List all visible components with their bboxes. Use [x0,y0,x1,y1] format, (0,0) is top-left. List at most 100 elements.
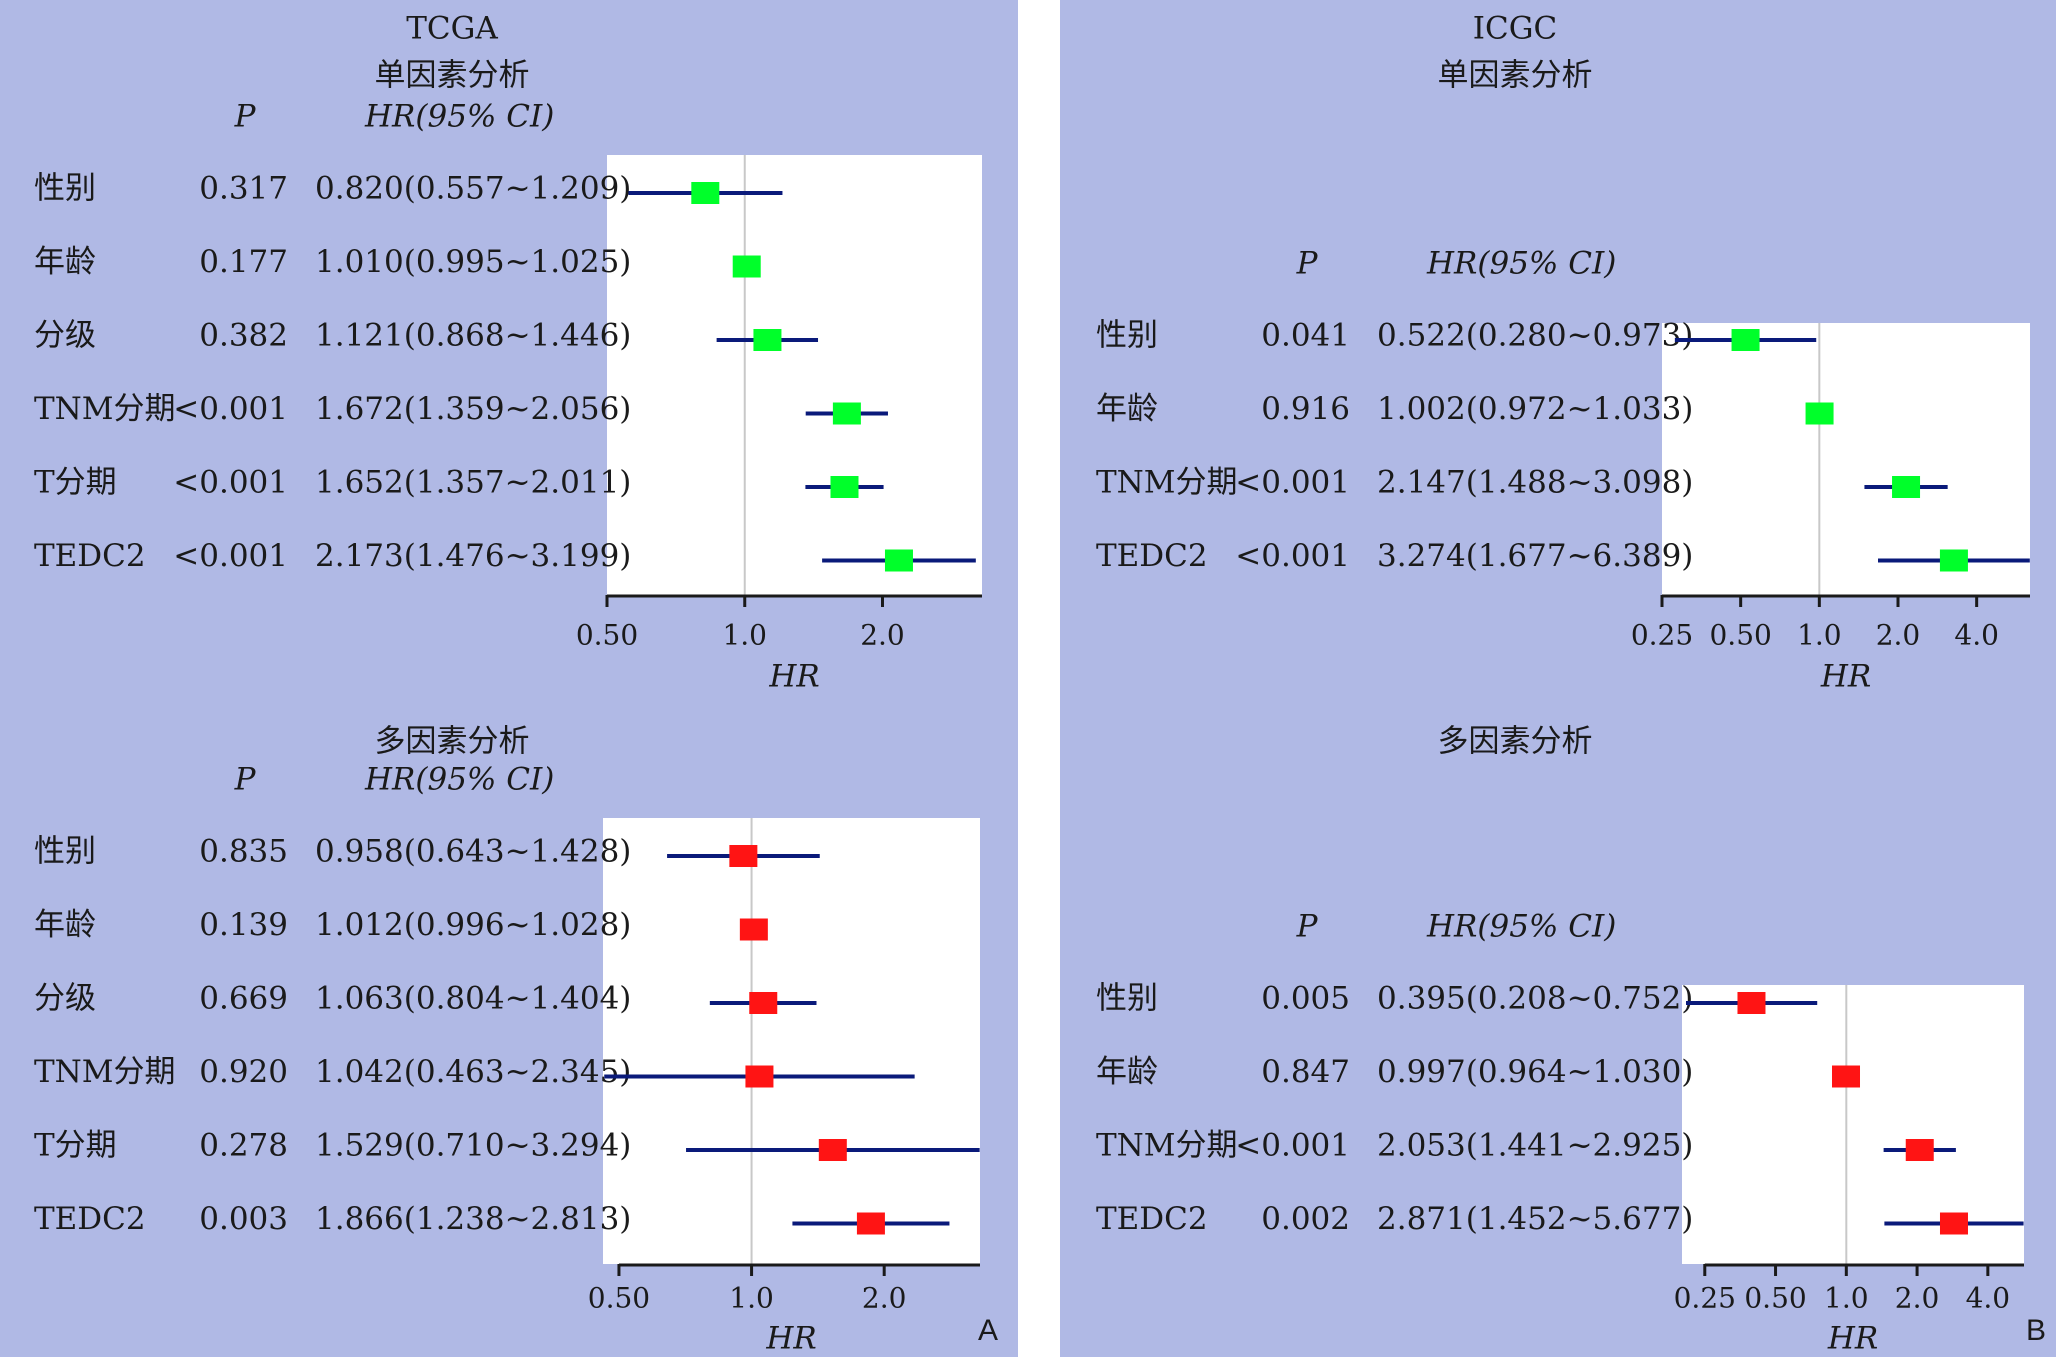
hr-marker [830,476,859,498]
x-tick-label: 0.50 [576,619,638,652]
variable-label: 年龄 [1096,391,1158,427]
p-column-header: P [234,99,257,135]
forest-row: 分级 0.382 1.121(0.868~1.446) [34,318,819,354]
hr-ci-text: 2.147(1.488~3.098) [1377,465,1693,501]
hr-column-header: HR(95% CI) [364,762,554,798]
forest-row: 性别 0.835 0.958(0.643~1.428) [34,834,820,870]
forest-row: 性别 0.317 0.820(0.557~1.209) [34,171,783,207]
p-value: <0.001 [173,538,288,574]
forest-row: TNM分期 0.920 1.042(0.463~2.345) [34,1054,915,1090]
forest-row: 性别 0.005 0.395(0.208~0.752) [1096,981,1818,1017]
p-value: 0.317 [199,171,288,207]
p-value: 0.382 [199,318,288,354]
hr-marker [1892,476,1921,498]
hr-ci-text: 1.672(1.359~2.056) [315,391,631,427]
analysis-title: 多因素分析 [1438,724,1593,760]
hr-marker [749,992,778,1014]
hr-ci-text: 0.522(0.280~0.973) [1377,318,1693,354]
panel-label-b: B [2026,1314,2046,1347]
forest-row: 年龄 0.847 0.997(0.964~1.030) [1096,1054,1861,1090]
x-tick-label: 2.0 [862,1282,907,1315]
p-value: 0.669 [199,981,288,1017]
analysis-title: 单因素分析 [375,58,530,94]
hr-column-header: HR(95% CI) [1426,909,1616,945]
panel-label-a: A [978,1314,998,1347]
x-axis-label: HR [765,1321,816,1357]
variable-label: TNM分期 [1096,465,1238,501]
plot-area [607,155,982,595]
p-value: 0.003 [199,1201,288,1237]
hr-ci-text: 0.958(0.643~1.428) [315,834,631,870]
plot-area [603,818,980,1264]
forest-row: T分期 0.278 1.529(0.710~3.294) [34,1128,980,1164]
hr-ci-text: 0.997(0.964~1.030) [1377,1054,1693,1090]
p-column-header: P [1296,246,1319,282]
hr-ci-text: 1.002(0.972~1.033) [1377,391,1693,427]
x-tick-label: 0.50 [1744,1282,1806,1315]
forest-plot-tcga-uni: TCGA 单因素分析 P HR(95% CI) 0.50 1.0 2.0 HR 性别 0.317 0… [34,11,982,695]
p-value: <0.001 [1235,538,1350,574]
p-value: <0.001 [173,465,288,501]
hr-marker [1737,992,1766,1014]
hr-ci-text: 1.121(0.868~1.446) [315,318,631,354]
variable-label: TNM分期 [34,391,176,427]
hr-ci-text: 3.274(1.677~6.389) [1377,538,1693,574]
hr-ci-text: 2.053(1.441~2.925) [1377,1128,1693,1164]
p-value: <0.001 [173,391,288,427]
x-tick-label: 1.0 [722,619,767,652]
variable-label: 年龄 [34,244,96,280]
p-column-header: P [234,762,257,798]
x-tick-label: 4.0 [1966,1282,2011,1315]
hr-marker [1832,1065,1861,1088]
x-tick-label: 2.0 [1876,619,1921,652]
hr-marker [1939,1212,1968,1235]
hr-ci-text: 2.173(1.476~3.199) [315,538,631,574]
hr-marker [1939,549,1968,572]
p-column-header: P [1296,909,1319,945]
forest-row: T分期 <0.001 1.652(1.357~2.011) [34,465,884,501]
x-tick-label: 2.0 [1895,1282,1940,1315]
p-value: <0.001 [1235,465,1350,501]
variable-label: 分级 [34,318,96,354]
hr-ci-text: 0.395(0.208~0.752) [1377,981,1693,1017]
p-value: <0.001 [1235,1128,1350,1164]
p-value: 0.835 [199,834,288,870]
variable-label: TEDC2 [34,538,146,574]
hr-column-header: HR(95% CI) [364,99,554,135]
variable-label: 性别 [1096,318,1158,354]
variable-label: 性别 [34,171,96,207]
variable-label: TEDC2 [34,1201,146,1237]
p-value: 0.920 [199,1054,288,1090]
x-tick-label: 0.50 [588,1282,650,1315]
hr-ci-text: 1.652(1.357~2.011) [315,465,631,501]
hr-ci-text: 1.012(0.996~1.028) [315,907,631,943]
p-value: 0.916 [1261,391,1350,427]
variable-label: TEDC2 [1096,538,1208,574]
p-value: 0.002 [1261,1201,1350,1237]
hr-ci-text: 0.820(0.557~1.209) [315,171,631,207]
variable-label: 性别 [34,834,96,870]
forest-plot-tcga-multi: 多因素分析 P HR(95% CI) 0.50 1.0 2.0 HR 性别 0.835 0.958… [34,724,980,1357]
p-value: 0.005 [1261,981,1350,1017]
forest-row: TEDC2 <0.001 2.173(1.476~3.199) [34,538,976,574]
hr-ci-text: 1.063(0.804~1.404) [315,981,631,1017]
p-value: 0.278 [199,1128,288,1164]
x-tick-label: 1.0 [1797,619,1842,652]
hr-marker [832,402,861,425]
hr-marker [691,182,720,204]
p-value: 0.177 [199,244,288,280]
hr-marker [745,1065,774,1088]
p-value: 0.041 [1261,318,1350,354]
variable-label: TEDC2 [1096,1201,1208,1237]
x-axis-label: HR [1820,659,1871,695]
hr-ci-text: 1.010(0.995~1.025) [315,244,631,280]
forest-row: TEDC2 <0.001 3.274(1.677~6.389) [1096,538,2030,574]
x-tick-label: 4.0 [1954,619,1999,652]
hr-marker [753,329,782,351]
variable-label: TNM分期 [34,1054,176,1090]
hr-marker [729,845,758,867]
variable-label: TNM分期 [1096,1128,1238,1164]
hr-marker [884,549,913,572]
hr-ci-text: 1.866(1.238~2.813) [315,1201,631,1237]
